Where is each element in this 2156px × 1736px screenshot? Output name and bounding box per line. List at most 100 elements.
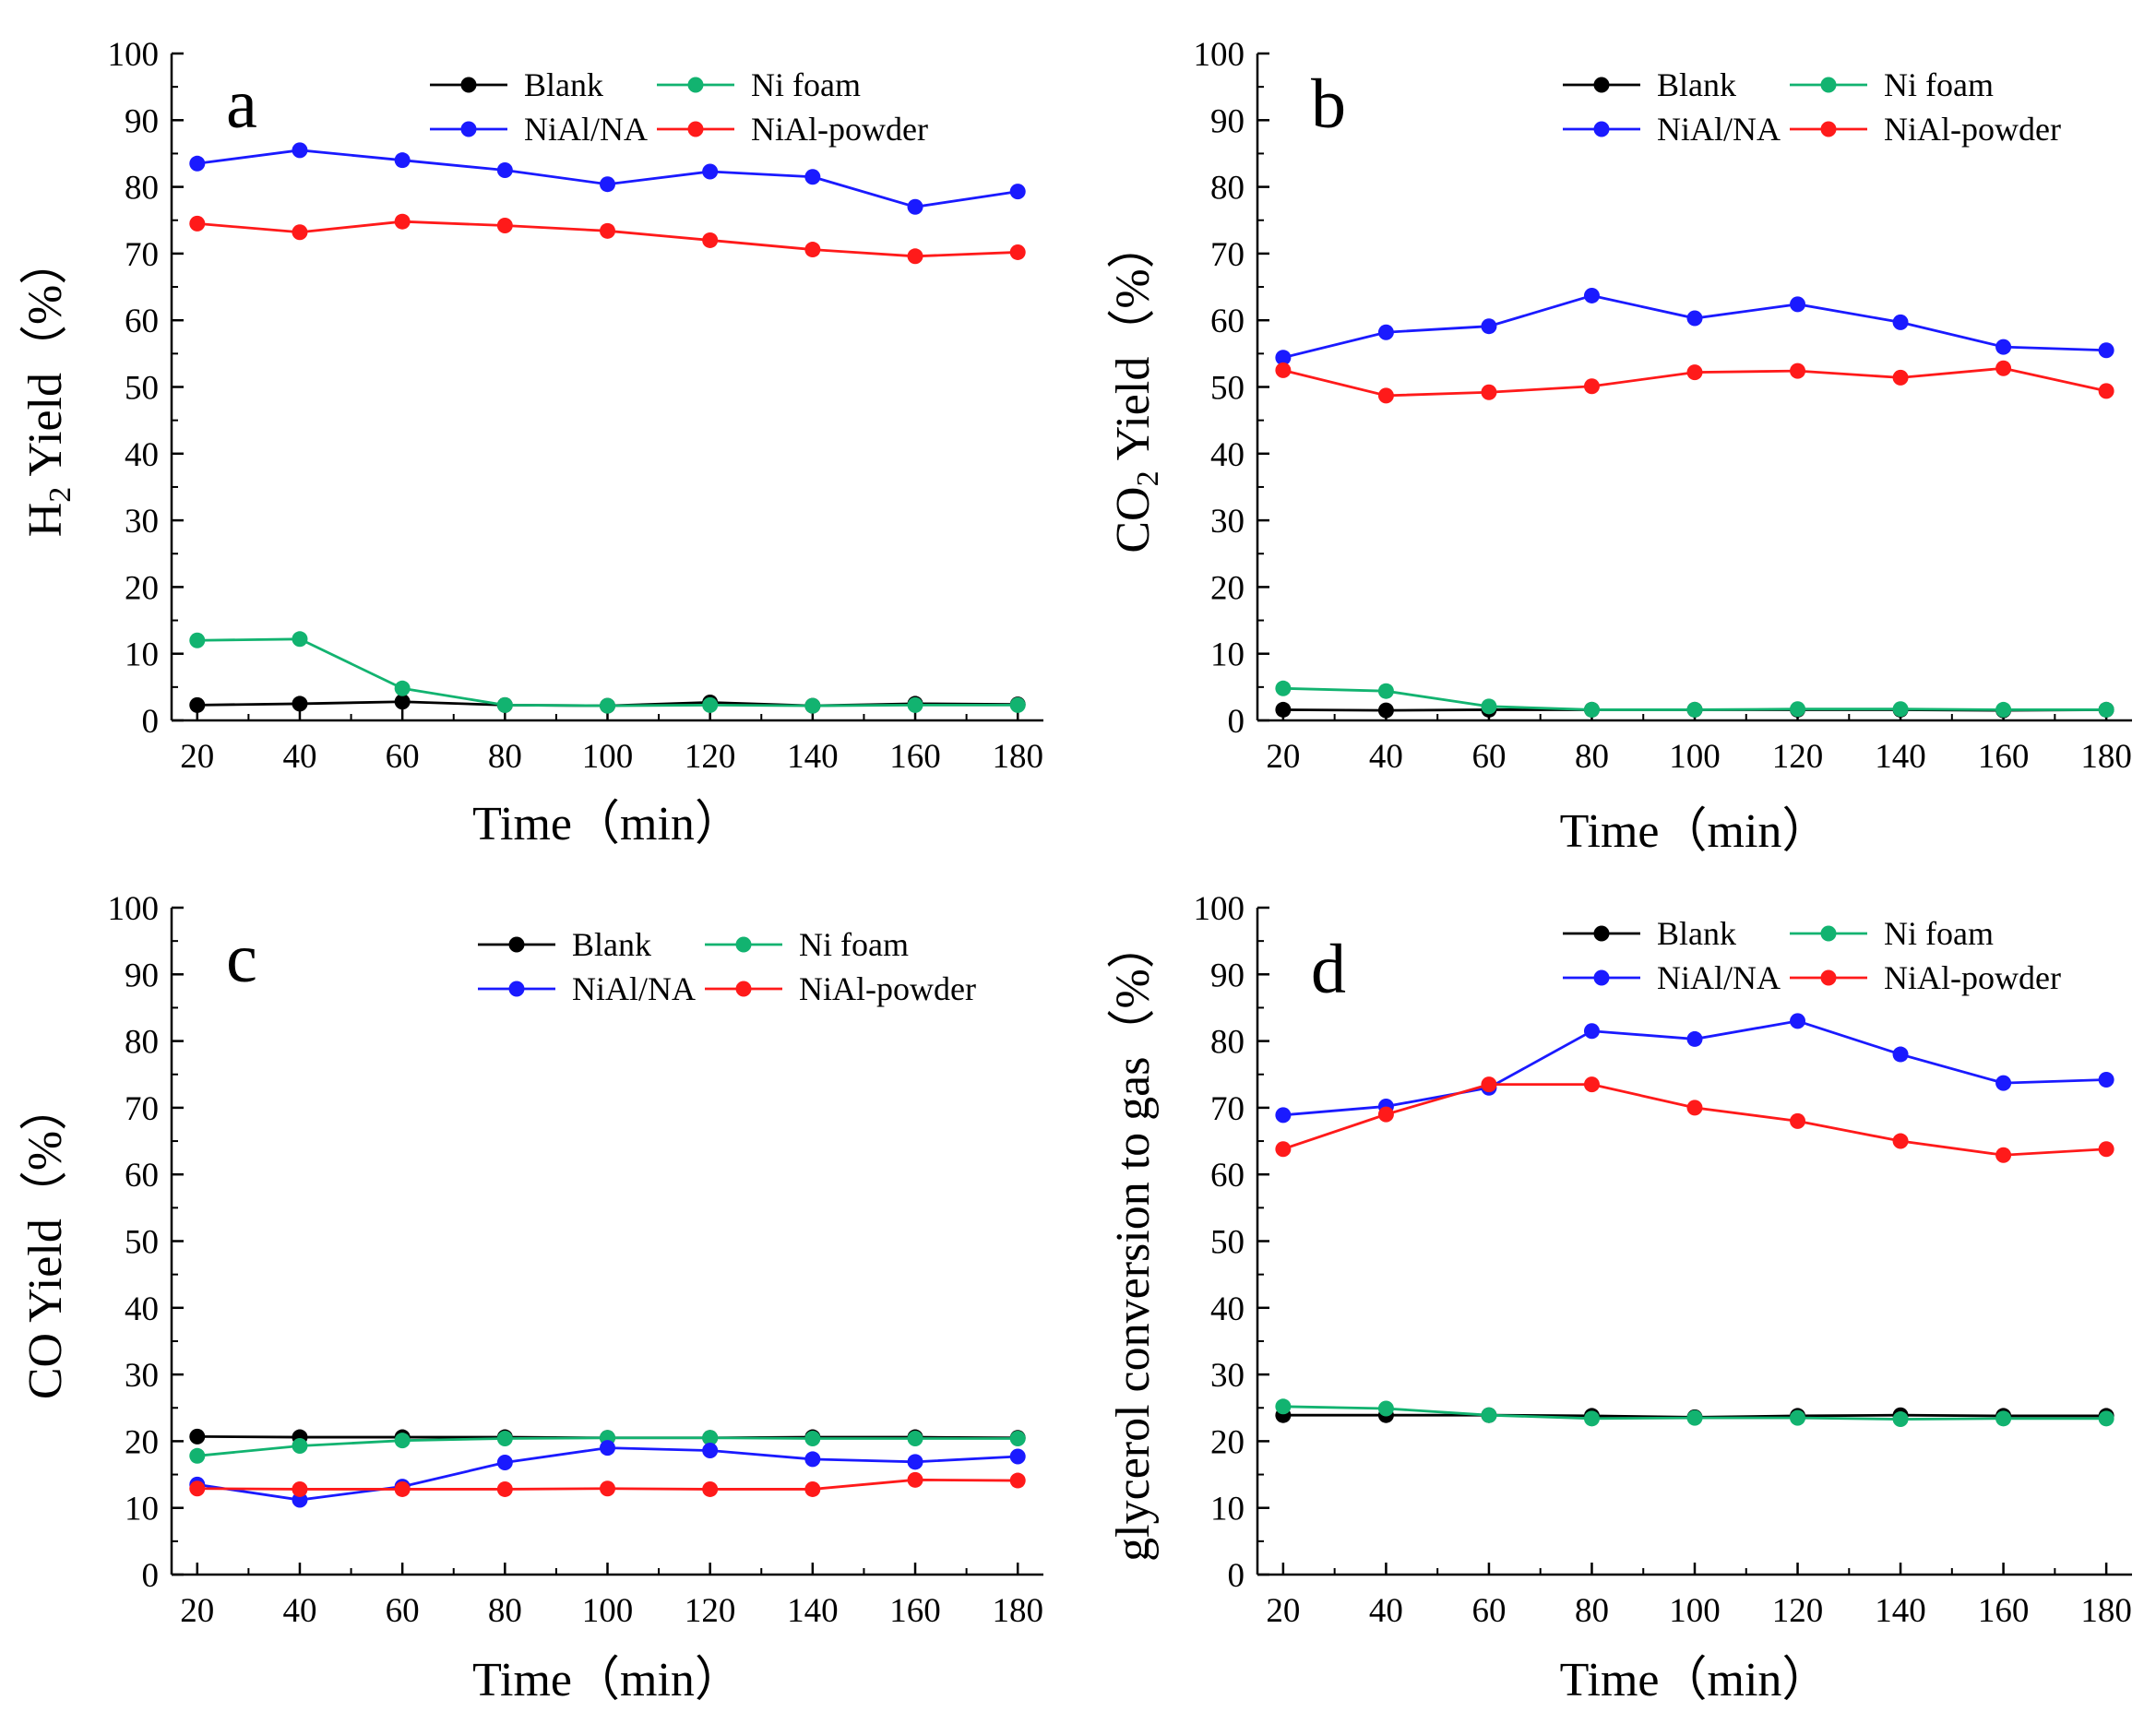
x-tick-label: 60: [386, 738, 420, 776]
legend-label: NiAl-powder: [751, 111, 928, 148]
x-tick-label: 140: [1875, 738, 1926, 776]
y-tick-label: 70: [1210, 1090, 1245, 1128]
data-point: [600, 1480, 615, 1497]
x-tick-label: 120: [1772, 738, 1824, 776]
data-point: [1481, 698, 1497, 715]
x-tick-label: 160: [889, 738, 941, 776]
x-tick-label: 60: [1471, 1592, 1506, 1630]
y-axis-title-part: glycerol conversion to gas（%）: [1107, 921, 1160, 1562]
data-point: [1995, 1075, 2012, 1091]
data-point: [804, 1480, 821, 1497]
panel-letter: b: [1311, 65, 1346, 143]
x-tick-label: 160: [1978, 1592, 2030, 1630]
data-point: [1583, 378, 1600, 395]
data-point: [292, 142, 308, 159]
data-point: [1481, 1407, 1497, 1423]
y-tick-label: 50: [125, 1224, 159, 1262]
y-tick-label: 30: [125, 1357, 159, 1395]
data-point: [292, 631, 308, 648]
legend: Blank Ni foam NiAl/NA NiAl-powder: [430, 66, 928, 148]
y-tick-label: 10: [1210, 1491, 1245, 1528]
y-tick-label: 0: [142, 1557, 160, 1595]
data-point: [189, 1480, 206, 1497]
x-tick-label: 180: [992, 738, 1043, 776]
y-axis-title: H2 Yield（%）: [19, 237, 77, 538]
legend-item-nial-na: NiAl/NA: [1563, 111, 1781, 148]
x-tick-label: 100: [582, 1592, 634, 1630]
y-axis-title: CO2 Yield（%）: [1107, 220, 1165, 553]
y-tick-label: 90: [1210, 102, 1245, 140]
x-tick-label: 180: [2080, 738, 2132, 776]
legend-label: Ni foam: [751, 66, 861, 103]
data-point: [1377, 702, 1394, 719]
data-point: [394, 694, 411, 710]
data-point: [1481, 318, 1497, 335]
y-tick-label: 40: [1210, 1290, 1245, 1328]
y-tick-label: 20: [1210, 569, 1245, 607]
data-point: [600, 1440, 615, 1457]
x-axis-title: Time（min）: [472, 798, 743, 850]
data-point: [702, 232, 719, 248]
data-point: [1275, 1398, 1292, 1415]
legend-swatch-marker: [508, 936, 525, 953]
legend-item-blank: Blank: [1563, 66, 1736, 103]
data-point: [292, 1480, 308, 1497]
data-point: [804, 697, 821, 714]
series-nial-powder: [189, 213, 1026, 265]
x-axis-title: Time（min）: [1560, 805, 1830, 858]
series-nial-na: [189, 1440, 1026, 1508]
data-point: [189, 696, 206, 713]
x-tick-label: 40: [1369, 1592, 1403, 1630]
data-point: [702, 1443, 719, 1459]
x-tick-label: 20: [180, 1592, 214, 1630]
y-tick-label: 40: [1210, 436, 1245, 474]
legend-swatch-marker: [1820, 925, 1837, 942]
y-tick-label: 60: [1210, 303, 1245, 340]
data-point: [1686, 1100, 1703, 1116]
legend-swatch-marker: [1593, 121, 1610, 137]
legend-swatch-marker: [460, 121, 477, 137]
legend-item-nial-na: NiAl/NA: [1563, 959, 1781, 996]
y-axis-title-part: Yield（%）: [1107, 220, 1160, 470]
y-tick-label: 80: [1210, 170, 1245, 208]
data-point: [1995, 1410, 2012, 1427]
data-point: [1995, 339, 2012, 355]
data-point: [1583, 287, 1600, 303]
legend-swatch-marker: [1820, 121, 1837, 137]
data-point: [394, 152, 411, 169]
panel-letter: c: [226, 920, 257, 997]
chart-panel-d: 0 10 20 30 40 50 60 70 80 90 100 20 40 60 80 100 120 140 1…: [1107, 890, 2132, 1706]
y-tick-label: 70: [1210, 236, 1245, 274]
data-point: [600, 697, 615, 714]
legend-label: Ni foam: [1884, 915, 1994, 952]
series-nial-na: [1275, 287, 2114, 366]
y-axis-title-part: Yield（%）: [19, 237, 72, 487]
data-point: [1995, 1147, 2012, 1163]
data-point: [189, 632, 206, 648]
data-point: [1686, 1030, 1703, 1047]
x-tick-label: 160: [1978, 738, 2030, 776]
y-tick-label: 70: [125, 1090, 159, 1128]
data-point: [1892, 1411, 1909, 1428]
data-point: [496, 162, 513, 179]
y-tick-label: 80: [125, 1024, 159, 1062]
series-line: [1282, 294, 2107, 360]
legend-item-nial-na: NiAl/NA: [478, 970, 696, 1007]
data-point: [496, 1455, 513, 1471]
legend-swatch-marker: [735, 936, 752, 953]
y-tick-label: 60: [125, 303, 159, 340]
x-tick-label: 120: [1772, 1592, 1824, 1630]
data-point: [1481, 1076, 1497, 1093]
data-point: [1892, 314, 1909, 330]
y-tick-label: 50: [1210, 1224, 1245, 1262]
data-point: [907, 198, 923, 215]
data-point: [1583, 1023, 1600, 1040]
legend-item-nial-powder: NiAl-powder: [1790, 111, 2061, 148]
data-point: [2098, 1072, 2114, 1088]
data-point: [1583, 701, 1600, 718]
data-point: [1275, 1141, 1292, 1158]
x-tick-label: 140: [787, 1592, 839, 1630]
data-point: [1686, 1409, 1703, 1426]
data-point: [907, 1431, 923, 1447]
